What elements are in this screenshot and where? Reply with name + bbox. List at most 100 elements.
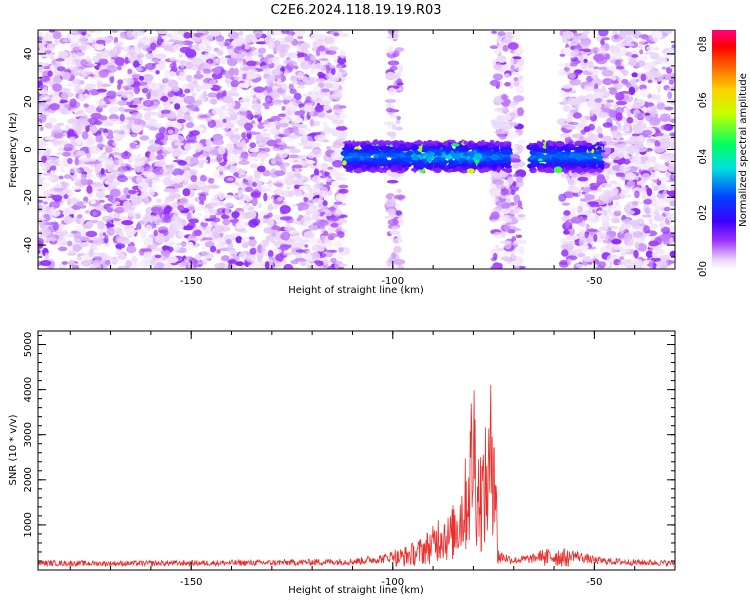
noise-blob [302, 145, 313, 150]
noise-blob [102, 119, 111, 127]
noise-blob [393, 85, 400, 89]
noise-blob [611, 203, 622, 212]
noise-blob [662, 189, 668, 197]
noise-blob [651, 251, 659, 259]
noise-blob [323, 230, 329, 237]
noise-blob [155, 214, 160, 220]
noise-blob [274, 138, 282, 143]
noise-blob [179, 59, 185, 69]
noise-blob [492, 73, 504, 81]
noise-blob [327, 236, 335, 241]
noise-blob [148, 178, 153, 188]
noise-blob [496, 55, 507, 63]
noise-blob [615, 143, 628, 152]
noise-blob [201, 159, 209, 164]
noise-blob [600, 215, 610, 223]
noise-blob [661, 66, 667, 70]
noise-blob [651, 198, 657, 207]
noise-blob [396, 116, 401, 121]
noise-blob [196, 261, 207, 265]
noise-blob [643, 64, 653, 71]
noise-blob [40, 260, 52, 267]
noise-blob [389, 230, 401, 236]
noise-blob [151, 206, 162, 213]
noise-blob [617, 261, 625, 266]
noise-blob [251, 102, 262, 111]
noise-blob [190, 157, 200, 166]
noise-blob [79, 157, 91, 162]
noise-blob [583, 58, 588, 64]
noise-blob [598, 226, 609, 232]
noise-blob [213, 66, 222, 75]
noise-blob [222, 202, 234, 208]
noise-blob [262, 128, 268, 132]
noise-blob [129, 142, 137, 149]
noise-blob [71, 264, 80, 269]
noise-blob [67, 157, 73, 165]
noise-blob [334, 201, 343, 205]
noise-blob [648, 219, 653, 225]
noise-blob [291, 203, 298, 207]
noise-blob [191, 57, 204, 65]
noise-blob [44, 32, 50, 42]
noise-blob [504, 73, 511, 78]
noise-blob [139, 135, 150, 141]
noise-blob [637, 180, 646, 186]
noise-blob [110, 181, 121, 186]
noise-blob [642, 106, 648, 111]
noise-blob [117, 100, 128, 106]
noise-blob [303, 93, 308, 97]
noise-blob [92, 262, 102, 269]
noise-blob [504, 242, 512, 250]
noise-blob [193, 107, 200, 112]
noise-blob [249, 142, 256, 149]
noise-blob [591, 74, 599, 79]
noise-blob [277, 113, 286, 118]
noise-blob [69, 34, 79, 44]
noise-blob [593, 66, 599, 70]
noise-blob [55, 58, 65, 62]
noise-blob [251, 51, 260, 57]
noise-blob [167, 91, 174, 98]
noise-blob [90, 112, 103, 120]
noise-blob [208, 207, 213, 214]
noise-blob [122, 85, 134, 91]
noise-blob [92, 237, 104, 246]
noise-blob [217, 166, 225, 172]
noise-blob [332, 55, 338, 63]
noise-blob [317, 112, 326, 118]
noise-blob [169, 62, 177, 69]
noise-blob [123, 108, 135, 113]
noise-blob [396, 188, 402, 193]
noise-blob [319, 100, 331, 105]
noise-blob [86, 137, 96, 146]
noise-blob [630, 157, 642, 164]
noise-blob [491, 195, 497, 205]
noise-blob [245, 60, 257, 67]
noise-blob [203, 52, 212, 57]
noise-blob [119, 237, 129, 241]
noise-blob [387, 46, 395, 55]
noise-blob [174, 103, 181, 110]
noise-blob [323, 103, 330, 112]
noise-blob [644, 51, 656, 55]
noise-blob [490, 257, 497, 262]
noise-blob [639, 163, 651, 170]
noise-blob [257, 153, 268, 160]
noise-blob [659, 55, 668, 64]
noise-blob [297, 81, 307, 86]
noise-blob [245, 254, 257, 263]
noise-blob [234, 133, 242, 137]
noise-blob [230, 79, 240, 88]
noise-blob [111, 152, 122, 156]
noise-blob [636, 236, 645, 244]
noise-blob [510, 64, 515, 74]
noise-blob [232, 147, 244, 155]
noise-blob [302, 127, 312, 133]
noise-blob [114, 227, 123, 234]
noise-blob [157, 30, 168, 35]
noise-blob [295, 236, 303, 242]
noise-blob [654, 136, 662, 140]
